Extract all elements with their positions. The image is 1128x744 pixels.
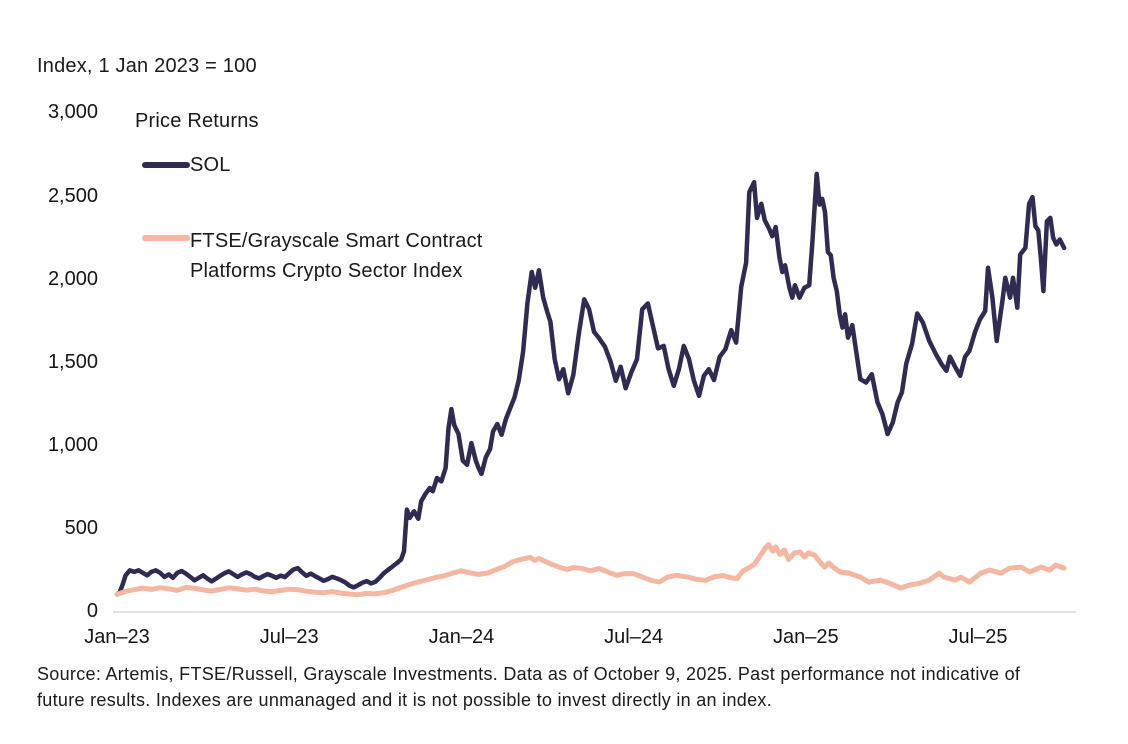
legend-item-sol: SOL xyxy=(142,153,495,177)
legend-heading: Price Returns xyxy=(135,110,259,132)
x-tick-label: Jul–24 xyxy=(604,626,664,648)
ftse-index-line-swatch xyxy=(142,235,190,241)
x-tick-label: Jan–25 xyxy=(772,626,839,648)
legend-item-ftse-index: FTSE/Grayscale Smart Contract Platforms … xyxy=(142,226,495,286)
x-tick-label: Jul–23 xyxy=(259,626,319,648)
y-tick-label: 0 xyxy=(86,600,98,622)
sol-legend-label: SOL xyxy=(190,154,231,176)
y-tick-label: 3,000 xyxy=(47,101,98,124)
x-tick-label: Jul–25 xyxy=(948,626,1008,648)
y-tick-label: 1,500 xyxy=(47,350,98,373)
sol-line-swatch xyxy=(142,162,190,168)
x-tick-label: Jan–24 xyxy=(428,626,495,648)
y-tick-label: 500 xyxy=(64,516,98,539)
ftse-index-line xyxy=(114,542,1067,598)
y-tick-label: 2,500 xyxy=(47,184,98,207)
y-tick-label: 1,000 xyxy=(47,433,98,456)
chart-title: Index, 1 Jan 2023 = 100 xyxy=(37,55,257,77)
x-tick-label: Jan–23 xyxy=(84,626,150,648)
y-tick-label: 2,000 xyxy=(47,267,98,290)
ftse-index-legend-label: FTSE/Grayscale Smart Contract Platforms … xyxy=(190,230,483,282)
source-note: Source: Artemis, FTSE/Russell, Grayscale… xyxy=(37,664,1021,710)
legend: Price Returns SOL FTSE/Grayscale Smart C… xyxy=(135,110,495,286)
